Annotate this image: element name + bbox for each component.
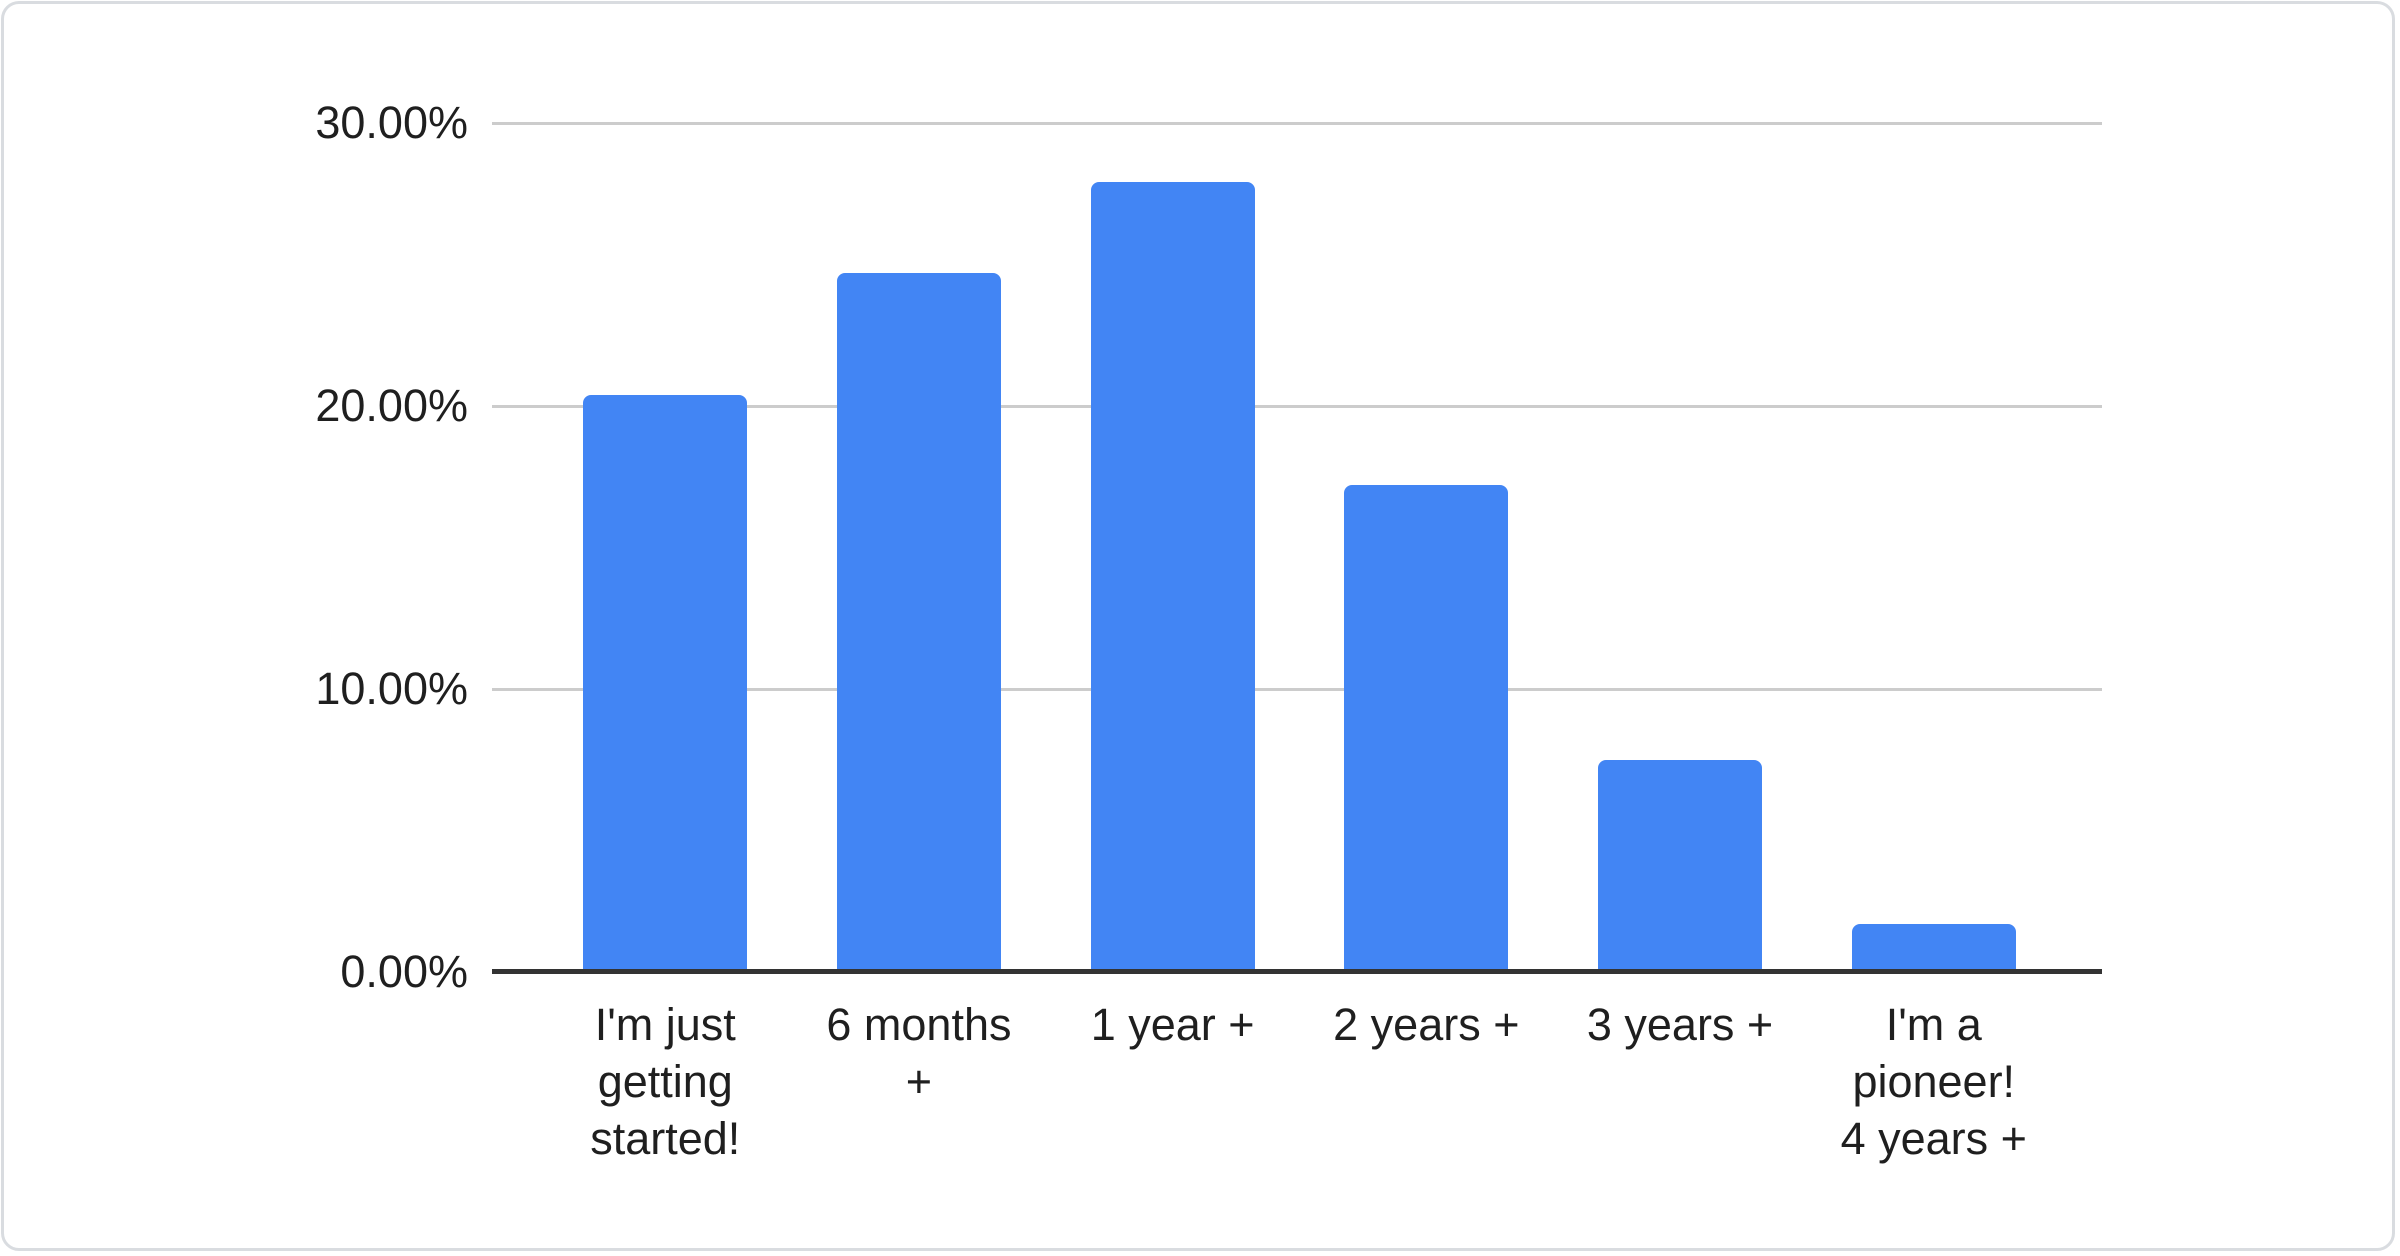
gridline-10 (492, 688, 2102, 691)
x-axis-label-line: 1 year + (1090, 999, 1255, 1050)
y-axis-tick-label: 10.00% (315, 663, 468, 714)
bar-1[interactable] (583, 394, 748, 972)
bar-2[interactable] (836, 273, 1001, 972)
x-axis-baseline (492, 969, 2102, 974)
x-axis-label-line: started! (590, 1113, 741, 1164)
x-axis-label-line: + (905, 1056, 933, 1107)
x-axis-category-label: 1 year + (1013, 996, 1333, 1053)
x-axis-category-label: I'm a pioneer! 4 years + (1774, 996, 2094, 1167)
bar-4[interactable] (1344, 485, 1509, 972)
y-axis-tick-label: 20.00% (315, 380, 468, 431)
bar-3[interactable] (1090, 182, 1255, 972)
plot-area (492, 122, 2102, 974)
bar-6[interactable] (1851, 923, 2016, 972)
y-axis-tick-label: 0.00% (340, 946, 468, 997)
x-axis-label-line: 4 years + (1840, 1113, 2027, 1164)
x-axis-label-line: getting (597, 1056, 733, 1107)
x-axis-label-line: pioneer! (1852, 1056, 2016, 1107)
x-axis-category-label: 2 years + (1266, 996, 1586, 1053)
x-axis-label-line: I'm a (1885, 999, 1982, 1050)
x-axis-category-label: 6 months + (759, 996, 1079, 1110)
y-axis-tick-label: 30.00% (315, 97, 468, 148)
gridline-20 (492, 405, 2102, 408)
x-axis-label-line: I'm just (594, 999, 736, 1050)
gridline-30 (492, 122, 2102, 125)
bar-5[interactable] (1598, 759, 1763, 972)
x-axis-category-label: I'm just getting started! (505, 996, 825, 1167)
x-axis-category-label: 3 years + (1520, 996, 1840, 1053)
x-axis-label-line: 2 years + (1333, 999, 1520, 1050)
x-axis-label-line: 6 months (826, 999, 1012, 1050)
x-axis-label-line: 3 years + (1586, 999, 1774, 1050)
